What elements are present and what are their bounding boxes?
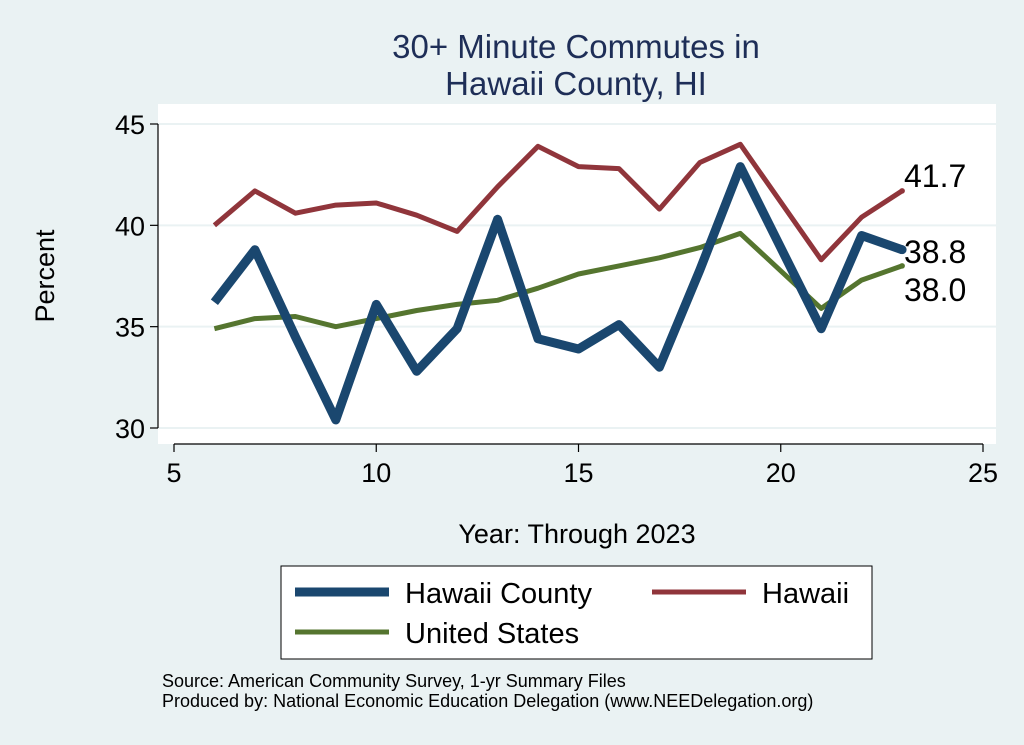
y-tick-label-35: 35 (115, 313, 145, 343)
chart-title-line-1: 30+ Minute Commutes in (392, 28, 760, 65)
legend-label-hawaii: Hawaii (762, 578, 849, 610)
series-line-united-states (213, 230, 903, 332)
y-tick-label-40: 40 (115, 211, 145, 241)
x-tick-label-10: 10 (361, 458, 391, 488)
series-end-point-hawaii (899, 188, 905, 194)
x-axis: 5 10 15 20 25 (166, 443, 998, 488)
series-line-hawaii (212, 141, 904, 263)
y-axis: 30 35 40 45 (115, 110, 159, 444)
end-label-hawaii-county: 38.8 (904, 234, 966, 270)
legend-label-united-states: United States (405, 618, 579, 650)
produced-by-note: Produced by: National Economic Education… (162, 691, 813, 711)
series-line-hawaii-county (210, 162, 904, 425)
y-tick-label-30: 30 (115, 414, 145, 444)
y-tick-label-45: 45 (115, 110, 145, 140)
legend-box (280, 565, 873, 660)
series-end-point-hawaii-county (897, 245, 907, 255)
end-label-hawaii: 41.7 (904, 158, 966, 194)
legend: Hawaii County Hawaii United States (280, 565, 873, 660)
series-layer (210, 141, 907, 425)
y-axis-title: Percent (30, 229, 60, 323)
x-tick-label-25: 25 (968, 458, 998, 488)
chart-title-line-2: Hawaii County, HI (445, 65, 707, 102)
end-label-united-states: 38.0 (904, 272, 966, 308)
x-axis-title: Year: Through 2023 (458, 519, 695, 549)
legend-label-hawaii-county: Hawaii County (405, 578, 592, 610)
x-tick-label-15: 15 (563, 458, 593, 488)
x-tick-label-20: 20 (766, 458, 796, 488)
source-note: Source: American Community Survey, 1-yr … (162, 671, 626, 691)
x-tick-label-5: 5 (166, 458, 181, 488)
series-end-point-united-states (899, 263, 905, 269)
